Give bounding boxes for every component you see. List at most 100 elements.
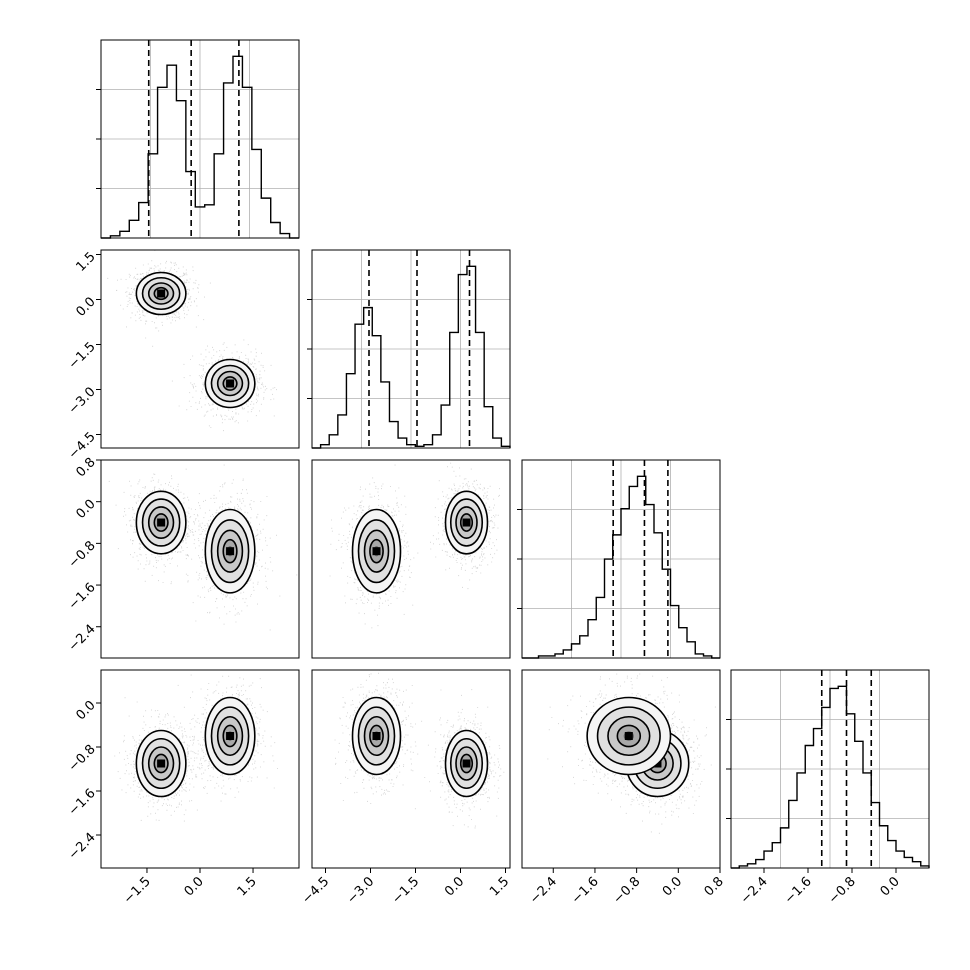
contour-level bbox=[204, 696, 256, 776]
contour-level bbox=[210, 519, 250, 584]
density-peak bbox=[372, 547, 381, 556]
contour-level bbox=[204, 508, 256, 594]
hist-panel-1 bbox=[307, 250, 511, 449]
density-peak bbox=[226, 732, 235, 740]
contour-level bbox=[369, 538, 384, 564]
contour-level bbox=[449, 737, 484, 790]
density-peak bbox=[157, 289, 166, 298]
panel-2-1 bbox=[329, 462, 500, 629]
panel-2-0 bbox=[108, 464, 298, 631]
y-tick-label: −1.6 bbox=[66, 786, 99, 819]
panel-1-0 bbox=[107, 250, 277, 432]
x-tick-label: 0.0 bbox=[442, 874, 467, 899]
y-tick-label: 0.0 bbox=[73, 698, 98, 723]
contour-level bbox=[153, 286, 169, 301]
histogram-step bbox=[101, 55, 299, 239]
x-tick-label: 0.0 bbox=[878, 874, 903, 899]
y-tick-label: −4.5 bbox=[66, 430, 99, 463]
panel-frame-3-2 bbox=[521, 669, 721, 869]
x-tick-label: −4.5 bbox=[299, 874, 332, 907]
x-tick-label: 0.0 bbox=[660, 874, 685, 899]
density-peak bbox=[157, 759, 166, 768]
contour-level bbox=[459, 753, 474, 774]
scatter-points bbox=[107, 250, 277, 432]
contour-level bbox=[153, 753, 169, 774]
x-tick-label: −3.0 bbox=[344, 874, 377, 907]
contour-level bbox=[444, 490, 489, 555]
contour-level bbox=[455, 506, 478, 539]
contour-level bbox=[210, 706, 250, 766]
contour-level bbox=[147, 282, 175, 305]
x-tick-label: −2.4 bbox=[738, 874, 771, 907]
contour-level bbox=[459, 513, 474, 532]
x-tick-label: −1.6 bbox=[782, 874, 815, 907]
x-tick-label: −1.6 bbox=[569, 874, 602, 907]
contour-level bbox=[141, 498, 181, 547]
contour-level bbox=[135, 729, 187, 798]
panel-3-2 bbox=[547, 673, 716, 834]
density-peak bbox=[226, 547, 235, 556]
hist-frame-2 bbox=[521, 459, 721, 659]
panel-3-1 bbox=[334, 670, 510, 829]
y-tick-label: −1.6 bbox=[66, 580, 99, 613]
y-tick-label: −1.5 bbox=[66, 340, 99, 373]
contour-level bbox=[147, 746, 175, 781]
hist-panel-2 bbox=[517, 460, 720, 659]
contour-level bbox=[607, 715, 651, 757]
contour-level bbox=[351, 508, 402, 594]
panel-frame-2-0 bbox=[100, 459, 300, 659]
panel-3-0 bbox=[114, 674, 278, 822]
x-tick-label: 0.8 bbox=[702, 874, 727, 899]
x-tick-label: −0.8 bbox=[611, 874, 644, 907]
y-tick-label: −3.0 bbox=[66, 385, 99, 418]
contour-level bbox=[147, 506, 175, 539]
y-tick-label: −2.4 bbox=[66, 622, 99, 655]
hist-frame-0 bbox=[100, 39, 300, 239]
contour-level bbox=[135, 271, 187, 316]
contour-level bbox=[135, 490, 187, 555]
density-peak bbox=[226, 379, 235, 388]
panel-frame-2-1 bbox=[311, 459, 511, 659]
contour-level bbox=[141, 737, 181, 790]
contour-level bbox=[210, 364, 250, 403]
histogram-step bbox=[312, 265, 511, 449]
hist-frame-3 bbox=[730, 669, 930, 869]
panel-frame-3-1 bbox=[311, 669, 511, 869]
contour-level bbox=[216, 715, 244, 757]
contour-level bbox=[141, 276, 181, 311]
hist-panel-0 bbox=[96, 40, 299, 239]
contour-level bbox=[153, 513, 169, 532]
contour-level bbox=[616, 724, 642, 748]
y-tick-label: −0.8 bbox=[66, 742, 99, 775]
contour-level bbox=[357, 519, 396, 584]
y-tick-label: 1.5 bbox=[73, 250, 98, 275]
contour-level bbox=[222, 376, 238, 391]
y-tick-label: 0.0 bbox=[73, 497, 98, 522]
contour-level bbox=[369, 724, 384, 748]
y-tick-label: −0.8 bbox=[66, 538, 99, 571]
contour-level bbox=[216, 370, 244, 397]
y-tick-label: −2.4 bbox=[66, 830, 99, 863]
panel-frame-1-0 bbox=[100, 249, 300, 449]
histogram-step bbox=[731, 685, 930, 869]
x-tick-label: −2.4 bbox=[527, 874, 560, 907]
histogram-step bbox=[522, 475, 720, 659]
x-tick-label: 1.5 bbox=[487, 874, 512, 899]
hist-frame-1 bbox=[311, 249, 511, 449]
contour-level bbox=[351, 696, 402, 776]
contour-level bbox=[596, 706, 661, 766]
density-peak bbox=[462, 759, 471, 768]
contour-level bbox=[363, 529, 390, 573]
contour-level bbox=[216, 529, 244, 573]
x-tick-label: 1.5 bbox=[235, 874, 260, 899]
density-peak bbox=[372, 732, 381, 740]
contour-level bbox=[222, 538, 238, 564]
contour-level bbox=[357, 706, 396, 766]
hist-panel-3 bbox=[726, 670, 930, 869]
contour-level bbox=[444, 729, 489, 798]
contour-level bbox=[363, 715, 390, 757]
contour-level bbox=[204, 358, 256, 409]
x-tick-label: −1.5 bbox=[121, 874, 154, 907]
contour-level bbox=[455, 746, 478, 781]
